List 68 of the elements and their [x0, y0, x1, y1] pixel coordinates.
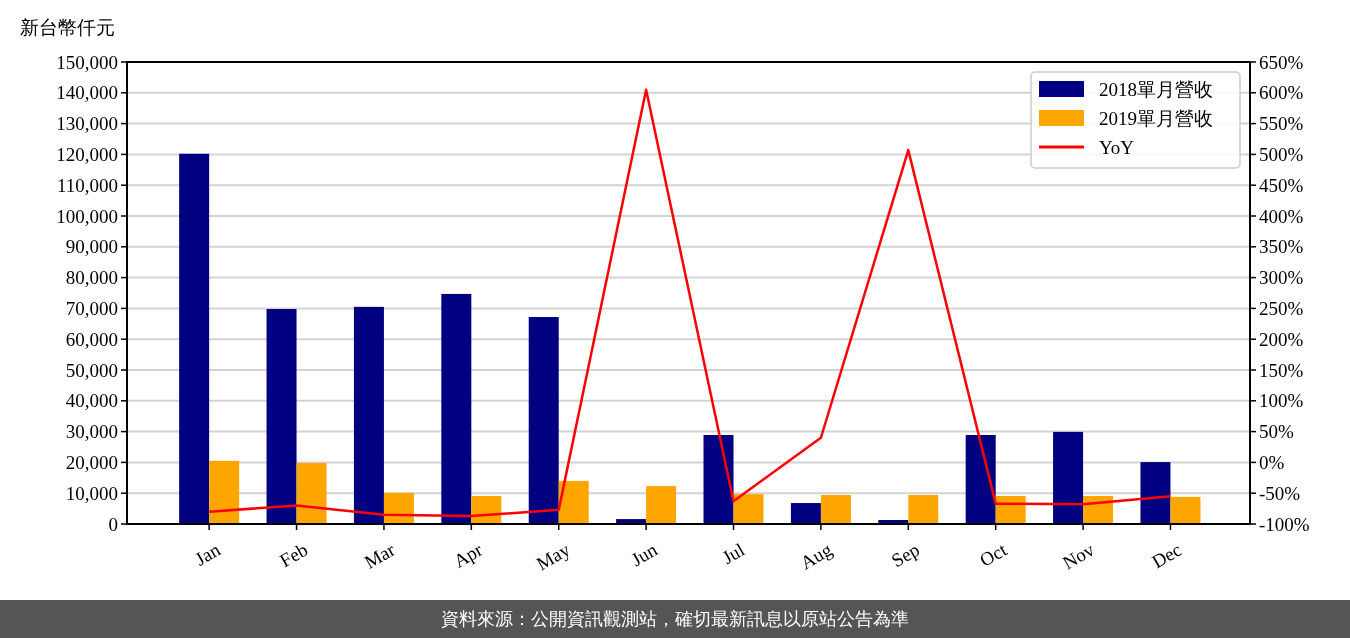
x-tick-label: May: [532, 538, 574, 575]
y2-tick-label: -100%: [1259, 513, 1310, 535]
x-tick-label: Nov: [1058, 538, 1099, 574]
y-tick-label: 100,000: [56, 205, 118, 227]
x-tick-label: Jul: [718, 538, 749, 569]
y2-tick-label: 300%: [1259, 267, 1304, 289]
bar: [353, 306, 384, 524]
y2-tick-label: 650%: [1259, 51, 1304, 73]
bar: [790, 503, 821, 524]
bar: [296, 463, 327, 524]
y2-tick-label: -50%: [1259, 482, 1301, 504]
y2-tick-label: 50%: [1259, 421, 1294, 443]
y2-tick-label: 250%: [1259, 298, 1304, 320]
x-tick-label: Aug: [796, 538, 836, 574]
y2-tick-label: 500%: [1259, 144, 1304, 166]
y-tick-label: 90,000: [65, 236, 118, 258]
bar: [1170, 496, 1201, 524]
bar: [733, 494, 764, 524]
bar: [558, 480, 589, 524]
x-tick-label: Dec: [1148, 538, 1186, 573]
bar: [908, 495, 939, 524]
x-tick-label: Oct: [976, 538, 1011, 571]
bar: [441, 293, 472, 524]
legend-label: 2018單月營收: [1099, 78, 1213, 100]
y-tick-label: 80,000: [65, 267, 118, 289]
bar: [703, 434, 734, 524]
y-tick-label: 60,000: [65, 328, 118, 350]
x-tick-label: Jun: [627, 538, 662, 571]
y2-tick-label: 100%: [1259, 390, 1304, 412]
source-note: 資料來源：公開資訊觀測站，確切最新訊息以原站公告為準: [441, 608, 909, 630]
bar: [528, 317, 559, 524]
y-tick-label: 130,000: [56, 113, 118, 135]
legend-label: YoY: [1099, 136, 1135, 158]
bar: [209, 460, 240, 524]
x-tick-label: Jan: [191, 538, 225, 570]
y2-tick-label: 400%: [1259, 205, 1304, 227]
y2-tick-label: 150%: [1259, 359, 1304, 381]
bar: [1053, 431, 1084, 524]
bar: [1140, 462, 1171, 524]
y2-tick-label: 450%: [1259, 174, 1304, 196]
bar: [965, 434, 996, 524]
x-tick-label: Mar: [360, 538, 400, 573]
y-tick-label: 40,000: [65, 390, 118, 412]
y-axis-title: 新台幣仟元: [20, 17, 115, 38]
y-tick-label: 110,000: [56, 174, 118, 196]
y2-tick-label: 550%: [1259, 113, 1304, 135]
y-tick-label: 50,000: [65, 359, 118, 381]
y2-tick-label: 600%: [1259, 82, 1304, 104]
bar: [266, 309, 297, 524]
x-tick-label: Apr: [449, 538, 487, 572]
bar: [383, 492, 414, 524]
bar: [820, 495, 851, 524]
y2-tick-label: 200%: [1259, 328, 1304, 350]
x-tick-label: Feb: [276, 538, 312, 572]
y-tick-label: 140,000: [56, 82, 118, 104]
y-tick-label: 70,000: [65, 298, 118, 320]
y-tick-label: 0: [108, 513, 118, 535]
y2-tick-label: 0%: [1259, 452, 1285, 474]
y-tick-label: 120,000: [56, 144, 118, 166]
y-tick-label: 30,000: [65, 421, 118, 443]
bar: [179, 153, 210, 524]
y-tick-label: 10,000: [65, 482, 118, 504]
y-tick-label: 150,000: [56, 51, 118, 73]
bar: [646, 486, 677, 524]
y-tick-label: 20,000: [65, 452, 118, 474]
legend-label: 2019單月營收: [1099, 107, 1213, 129]
y2-tick-label: 350%: [1259, 236, 1304, 258]
x-tick-label: Sep: [887, 538, 923, 572]
